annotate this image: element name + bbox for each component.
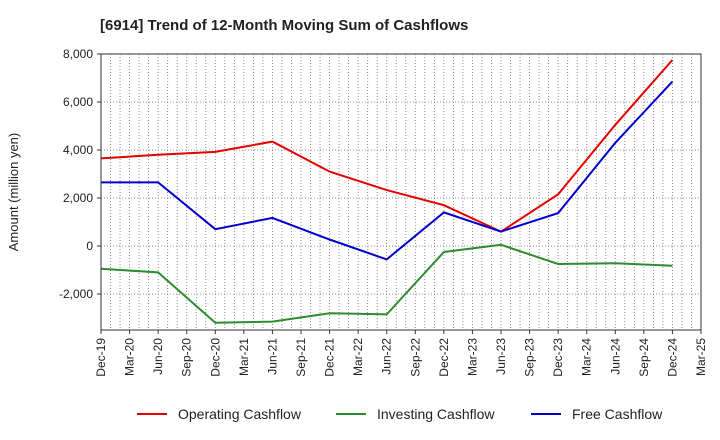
y-tick-label: 6,000: [63, 95, 93, 109]
y-axis: -2,000 0 2,000 4,000 6,000 8,000: [59, 47, 101, 301]
y-axis-label: Amount (million yen): [6, 133, 21, 252]
legend-label: Operating Cashflow: [178, 406, 302, 422]
x-tick-label: Dec-24: [665, 338, 679, 377]
x-tick-label: Sep-21: [294, 338, 308, 377]
series-line: [101, 80, 674, 261]
x-tick-label: Jun-22: [380, 338, 394, 375]
legend: Operating Cashflow Investing Cashflow Free…: [137, 406, 663, 422]
legend-item: Investing Cashflow: [336, 406, 495, 422]
legend-label: Free Cashflow: [572, 406, 663, 422]
x-tick-label: Jun-21: [265, 338, 279, 375]
x-tick-label: Dec-20: [208, 338, 222, 377]
x-tick-label: Sep-23: [523, 338, 537, 377]
x-tick-label: Mar-20: [123, 338, 137, 376]
x-axis: Dec-19 Mar-20 Jun-20 Sep-20 Dec-20 Mar-21 Jun-…: [94, 330, 708, 377]
series-lines: [100, 59, 674, 324]
x-tick-label: Jun-23: [494, 338, 508, 375]
x-tick-label: Jun-20: [151, 338, 165, 375]
x-tick-label: Jun-24: [608, 338, 622, 375]
legend-item: Operating Cashflow: [137, 406, 302, 422]
series-line: [100, 59, 674, 233]
y-tick-label: 4,000: [63, 143, 93, 157]
x-tick-label: Mar-21: [237, 338, 251, 376]
series-line: [100, 243, 673, 324]
y-tick-label: 0: [86, 239, 93, 253]
x-tick-label: Sep-22: [408, 338, 422, 377]
legend-label: Investing Cashflow: [377, 406, 495, 422]
grid-lines: [101, 53, 701, 330]
chart-title: [6914] Trend of 12-Month Moving Sum of C…: [100, 17, 468, 34]
x-tick-label: Mar-22: [351, 338, 365, 376]
x-tick-label: Dec-22: [437, 338, 451, 377]
y-tick-label: -2,000: [59, 287, 93, 301]
y-tick-label: 8,000: [63, 47, 93, 61]
legend-item: Free Cashflow: [531, 406, 663, 422]
x-tick-label: Dec-19: [94, 338, 108, 377]
x-tick-label: Mar-25: [694, 338, 708, 376]
plot-frame: [100, 53, 702, 331]
x-tick-label: Mar-23: [465, 338, 479, 376]
x-tick-label: Dec-23: [551, 338, 565, 377]
x-tick-label: Mar-24: [580, 338, 594, 376]
x-tick-label: Sep-24: [637, 338, 651, 377]
x-tick-label: Dec-21: [323, 338, 337, 377]
x-tick-label: Sep-20: [180, 338, 194, 377]
y-tick-label: 2,000: [63, 191, 93, 205]
